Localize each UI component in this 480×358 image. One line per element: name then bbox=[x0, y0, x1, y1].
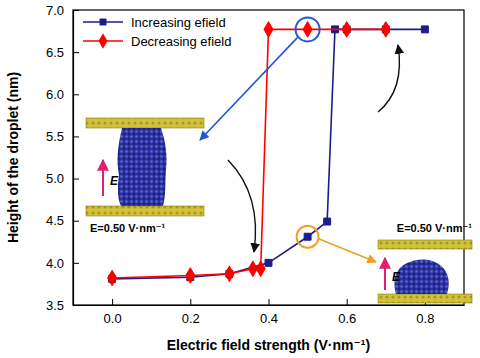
field-arrow bbox=[384, 258, 386, 290]
pointer-arrow bbox=[200, 37, 298, 140]
electrode-plate bbox=[378, 294, 472, 303]
droplet bbox=[395, 260, 449, 294]
x-tick-label: 0.2 bbox=[182, 311, 200, 326]
series-marker bbox=[342, 22, 351, 38]
y-tick-mark bbox=[73, 10, 79, 11]
y-tick: 4.0 bbox=[46, 256, 79, 271]
x-axis-title: Electric field strength (V·nm⁻¹) bbox=[167, 337, 370, 353]
x-tick-label: 0.4 bbox=[260, 311, 278, 326]
x-tick: 0.2 bbox=[182, 299, 200, 326]
x-tick-label: 0.0 bbox=[104, 311, 122, 326]
y-tick: 3.5 bbox=[46, 298, 79, 313]
series-marker bbox=[303, 22, 312, 38]
x-tick-mark bbox=[190, 299, 191, 305]
x-tick-mark bbox=[269, 299, 270, 305]
x-tick-label: 0.8 bbox=[416, 311, 434, 326]
legend-label: Decreasing efield bbox=[131, 34, 231, 49]
series-marker bbox=[265, 259, 272, 266]
x-axis-line bbox=[74, 305, 465, 306]
y-tick-mark bbox=[73, 263, 79, 264]
y-tick-label: 4.0 bbox=[46, 256, 64, 271]
y-tick-mark bbox=[73, 52, 79, 53]
annotation: E bbox=[392, 270, 401, 284]
y-tick: 5.0 bbox=[46, 171, 79, 186]
plot: 0.0 0.2 0.4 0.6 0.8 3.5 4.0 4.5 5.0 5.5 6.0 6.5 7.0 bbox=[46, 3, 465, 327]
y-tick: 5.5 bbox=[46, 129, 79, 144]
y-tick-mark bbox=[73, 179, 79, 180]
series-marker bbox=[108, 270, 117, 286]
y-tick-mark bbox=[73, 221, 79, 222]
y-tick-label: 6.5 bbox=[46, 45, 64, 60]
x-tick: 0.6 bbox=[338, 299, 356, 326]
legend-label: Increasing efield bbox=[131, 15, 226, 30]
y-tick-label: 6.0 bbox=[46, 87, 64, 102]
series-marker bbox=[264, 22, 273, 38]
y-tick-label: 5.5 bbox=[46, 129, 64, 144]
plot-frame bbox=[73, 10, 464, 305]
series-line bbox=[112, 29, 386, 278]
y-tick: 7.0 bbox=[46, 3, 79, 18]
y-tick: 4.5 bbox=[46, 213, 79, 228]
y-tick-mark bbox=[73, 136, 79, 137]
legend: Increasing efield Decreasing efield bbox=[83, 15, 231, 49]
x-tick-mark bbox=[112, 299, 113, 305]
x-tick: 0.4 bbox=[260, 299, 278, 326]
y-tick: 6.5 bbox=[46, 45, 79, 60]
series-marker bbox=[225, 266, 234, 282]
y-tick-label: 4.5 bbox=[46, 213, 64, 228]
series-marker bbox=[304, 233, 311, 240]
x-tick: 0.0 bbox=[104, 299, 122, 326]
electrode-plate bbox=[378, 240, 472, 249]
highlight-circle bbox=[296, 17, 320, 41]
y-axis-title: Height of the droplet (nm) bbox=[5, 72, 21, 243]
series-marker bbox=[421, 26, 428, 33]
y-tick-label: 3.5 bbox=[46, 298, 64, 313]
droplet bbox=[118, 128, 167, 206]
legend-marker bbox=[100, 19, 107, 26]
x-tick-label: 0.6 bbox=[338, 311, 356, 326]
process-arrow bbox=[228, 160, 256, 252]
highlight-circle bbox=[297, 226, 319, 248]
process-arrow bbox=[378, 45, 399, 112]
series-marker bbox=[324, 218, 331, 225]
annotation: E bbox=[110, 174, 119, 188]
annotation: E=0.50 V·nm⁻¹ bbox=[397, 222, 473, 234]
pointer-arrow bbox=[319, 239, 376, 262]
electrode-plate bbox=[86, 206, 204, 216]
y-tick-label: 5.0 bbox=[46, 171, 64, 186]
field-arrow bbox=[102, 160, 104, 196]
y-axis-line bbox=[73, 11, 74, 306]
series-marker bbox=[256, 261, 265, 277]
y-axis: 3.5 4.0 4.5 5.0 5.5 6.0 6.5 7.0 bbox=[46, 3, 79, 313]
x-tick-mark bbox=[347, 299, 348, 305]
chart: 0.0 0.2 0.4 0.6 0.8 3.5 4.0 4.5 5.0 5.5 6.0 6.5 7.0 E… bbox=[0, 0, 480, 358]
y-tick-label: 7.0 bbox=[46, 3, 64, 18]
y-tick: 6.0 bbox=[46, 87, 79, 102]
legend-marker bbox=[99, 33, 108, 49]
y-tick-mark bbox=[73, 94, 79, 95]
electrode-plate bbox=[86, 118, 204, 128]
series-marker bbox=[186, 268, 195, 284]
series-marker bbox=[381, 22, 390, 38]
annotation: E=0.50 V·nm⁻¹ bbox=[90, 222, 166, 234]
y-tick-mark bbox=[73, 305, 79, 306]
insets bbox=[86, 17, 472, 303]
